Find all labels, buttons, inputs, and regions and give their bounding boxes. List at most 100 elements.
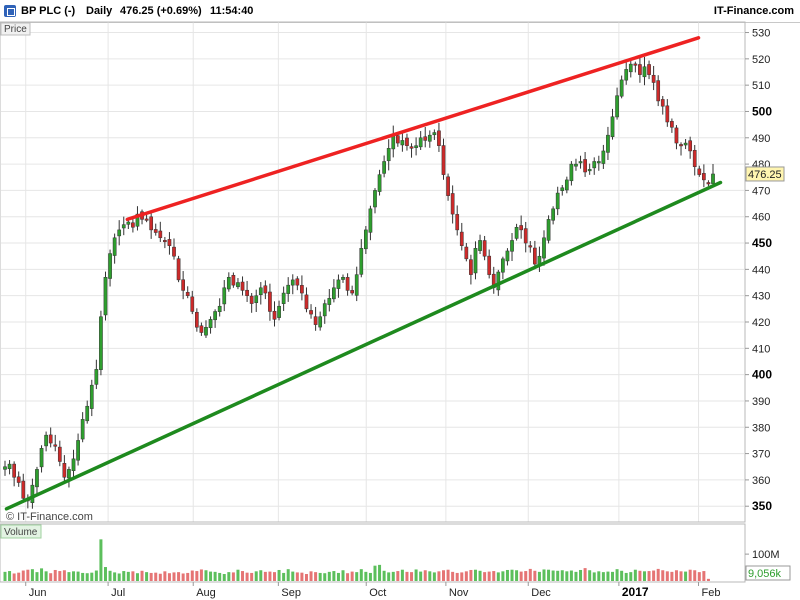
volume-bar bbox=[58, 571, 62, 581]
price-axis-tick-label: 520 bbox=[752, 54, 770, 66]
candle-body bbox=[240, 281, 245, 291]
candle-body bbox=[158, 230, 163, 239]
volume-bar bbox=[391, 571, 395, 581]
volume-bar bbox=[597, 571, 601, 581]
volume-bar bbox=[373, 565, 377, 581]
candle-body bbox=[131, 222, 135, 228]
candle-body bbox=[236, 282, 240, 288]
volume-bar bbox=[113, 572, 117, 581]
candle-body bbox=[163, 240, 167, 243]
candle-body bbox=[99, 316, 103, 370]
volume-bar bbox=[327, 571, 331, 581]
candle-body bbox=[409, 146, 414, 149]
candle-body bbox=[217, 305, 222, 312]
volume-bar bbox=[473, 569, 477, 581]
candle-body bbox=[112, 237, 117, 256]
volume-bar bbox=[268, 571, 272, 581]
candle-body bbox=[583, 159, 587, 173]
volume-bar bbox=[642, 571, 646, 581]
volume-bar bbox=[286, 569, 290, 581]
volume-bar bbox=[419, 571, 423, 581]
volume-bar bbox=[163, 571, 167, 581]
candle-body bbox=[103, 277, 108, 316]
volume-bar bbox=[620, 570, 624, 581]
volume-bar bbox=[706, 578, 710, 581]
price-axis-tick-label: 530 bbox=[752, 28, 770, 40]
candle-body bbox=[359, 248, 364, 275]
price-axis-tick-label: 510 bbox=[752, 80, 770, 92]
instrument-name: BP PLC (-) bbox=[21, 5, 76, 17]
candle-body bbox=[80, 419, 85, 440]
volume-bar bbox=[350, 571, 354, 581]
candle-body bbox=[57, 446, 62, 462]
chart-app-icon[interactable] bbox=[4, 5, 16, 17]
time-axis-tick-label: Jul bbox=[111, 587, 125, 599]
volume-bar bbox=[364, 571, 368, 581]
volume-bar bbox=[341, 570, 345, 581]
volume-bar bbox=[126, 571, 130, 581]
candle-body bbox=[190, 296, 195, 312]
candle-body bbox=[208, 319, 213, 329]
volume-bar bbox=[560, 570, 564, 581]
volume-bar bbox=[35, 572, 39, 581]
volume-bar bbox=[72, 571, 76, 581]
resistance-trendline[interactable] bbox=[125, 36, 701, 222]
volume-bar bbox=[501, 571, 505, 581]
volume-bar bbox=[487, 571, 491, 581]
volume-bar bbox=[12, 573, 16, 581]
candle-body bbox=[313, 316, 318, 325]
candle-body bbox=[633, 63, 638, 66]
volume-bar bbox=[122, 571, 126, 581]
candle-body bbox=[354, 274, 359, 296]
volume-bar bbox=[336, 572, 340, 581]
price-axis: 350 360 370 380 390 400 410 420 430 440 450 460 470 4… bbox=[745, 28, 772, 513]
candle-body bbox=[62, 463, 67, 478]
volume-bar bbox=[250, 572, 254, 581]
volume-bar bbox=[652, 570, 656, 581]
candle-body bbox=[76, 440, 80, 461]
price-axis-tick-label: 360 bbox=[752, 475, 770, 487]
candle-body bbox=[382, 161, 386, 174]
volume-bar bbox=[505, 569, 509, 581]
volume-bar bbox=[437, 571, 441, 581]
candle-body bbox=[226, 277, 231, 290]
watermark-text: © IT-Finance.com bbox=[6, 511, 93, 523]
volume-bar bbox=[496, 572, 500, 581]
candle-body bbox=[587, 169, 592, 172]
trendline-layer bbox=[4, 36, 723, 511]
volume-bar bbox=[3, 571, 7, 581]
volume-bar bbox=[309, 571, 313, 581]
volume-bar bbox=[108, 570, 112, 581]
volume-bar bbox=[483, 572, 487, 581]
candle-body bbox=[153, 229, 158, 233]
volume-bar bbox=[94, 570, 98, 581]
price-axis-tick-label: 430 bbox=[752, 291, 770, 303]
time-axis-tick-label: Jun bbox=[29, 587, 47, 599]
candle-body bbox=[437, 130, 441, 146]
candle-body bbox=[322, 303, 327, 317]
candle-body bbox=[528, 245, 533, 248]
candle-body bbox=[300, 285, 304, 294]
price-panel-frame bbox=[0, 21, 746, 523]
candle-body bbox=[199, 325, 204, 333]
candle-body bbox=[510, 240, 514, 252]
volume-bar bbox=[332, 571, 336, 581]
volume-bar bbox=[291, 571, 295, 581]
volume-bar bbox=[423, 570, 427, 581]
chart-header-bar: BP PLC (-) Daily 476.25 (+0.69%) 11:54:4… bbox=[0, 0, 800, 23]
volume-bar bbox=[300, 572, 304, 581]
volume-bar bbox=[318, 572, 322, 581]
volume-axis-tick: 100M bbox=[752, 549, 780, 561]
support-trendline[interactable] bbox=[4, 180, 723, 511]
price-panel-label: Price bbox=[4, 24, 27, 35]
volume-bar bbox=[492, 571, 496, 581]
candle-body bbox=[487, 255, 492, 275]
price-axis-tick-label: 350 bbox=[752, 499, 772, 513]
candle-body bbox=[660, 99, 665, 107]
last-volume-marker bbox=[745, 565, 791, 581]
candle-body bbox=[295, 278, 300, 286]
candle-body bbox=[555, 192, 560, 210]
volume-bar bbox=[428, 571, 432, 581]
candle-body bbox=[117, 229, 122, 237]
